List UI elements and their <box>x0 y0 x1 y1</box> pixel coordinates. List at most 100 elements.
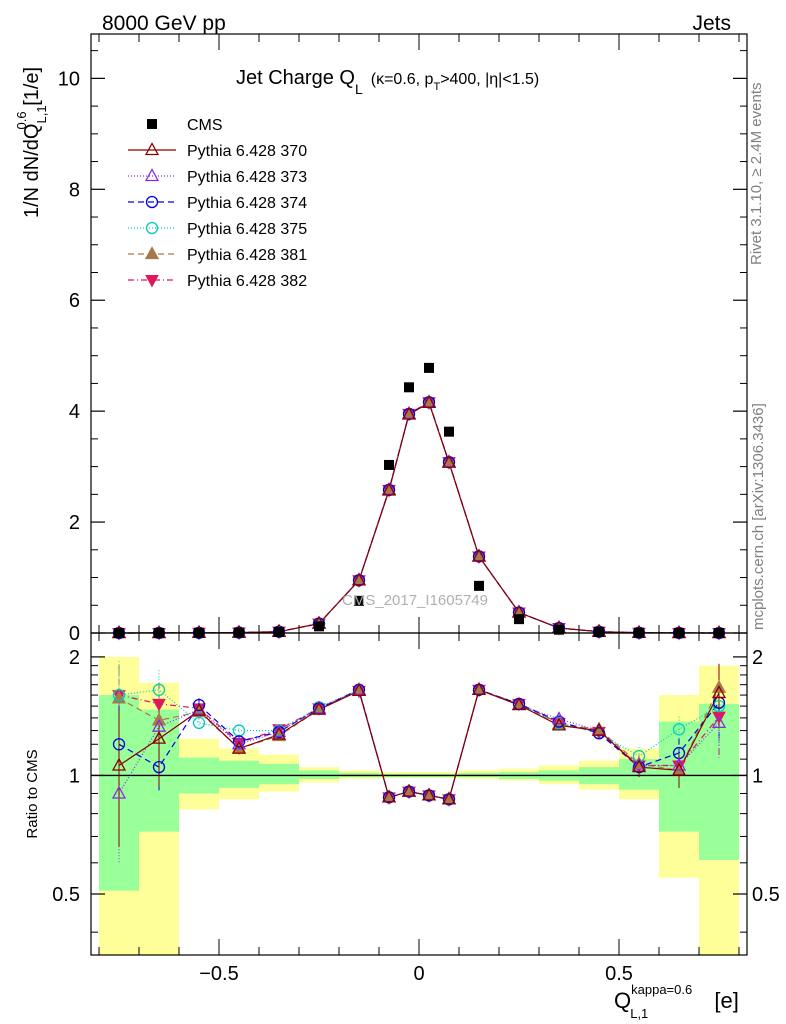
ratio-ylabel: Ratio to CMS <box>24 749 41 838</box>
main-panel: 0 2 4 6 8 10 Jet Charge QL (κ=0.6, pT>400, |η|… <box>14 33 748 645</box>
legend-entry: CMS <box>147 117 223 134</box>
ratio-point-pythia-6-428-373 <box>671 757 687 771</box>
main-y-tick-label: 2 <box>69 512 80 534</box>
legend-label: Pythia 6.428 370 <box>187 143 307 160</box>
ratio-point-pythia-6-428-373 <box>271 724 287 738</box>
main-y-tick-label: 8 <box>69 179 80 201</box>
legend-marker-swatch <box>145 221 159 235</box>
ratio-point-pythia-6-428-375 <box>672 723 686 736</box>
legend-entry: Pythia 6.428 381 <box>128 246 307 264</box>
ratio-y-tick-label-right: 2 <box>752 647 763 669</box>
main-title-detail: (κ=0.6, p <box>371 71 434 88</box>
main-title-text: Jet Charge Q <box>236 67 355 89</box>
ratio-point-pythia-6-428-370 <box>381 789 397 803</box>
ratio-point-pythia-6-428-370 <box>671 762 687 776</box>
mcplots-label: mcplots.cern.ch [arXiv:1306.3436] <box>750 403 767 630</box>
ratio-point-pythia-6-428-370 <box>551 717 567 731</box>
legend-entry: Pythia 6.428 370 <box>128 142 307 160</box>
ratio-point-pythia-6-428-374 <box>232 735 246 748</box>
ratio-line-pythia-6-428-374 <box>118 688 720 800</box>
main-point-pythia-6-428-370 <box>441 454 457 468</box>
ratio-point-pythia-6-428-370 <box>441 791 457 805</box>
legend-entry: Pythia 6.428 373 <box>128 168 307 186</box>
ratio-point-pythia-6-428-374 <box>192 698 206 712</box>
ratio-point-pythia-6-428-370 <box>111 757 127 771</box>
ratio-point-pythia-6-428-373 <box>231 736 247 750</box>
main-y-tick-label: 6 <box>69 290 80 312</box>
legend-label: Pythia 6.428 381 <box>187 247 307 264</box>
ratio-point-pythia-6-428-370 <box>401 783 417 797</box>
ratio-point-pythia-6-428-370 <box>351 682 367 696</box>
main-title-sub: L <box>355 81 363 97</box>
main-point-pythia-6-428-370 <box>471 548 487 562</box>
ratio-point-pythia-6-428-370 <box>191 702 207 716</box>
cms-data-point <box>404 382 414 393</box>
legend-label: Pythia 6.428 382 <box>187 273 307 290</box>
ratio-point-pythia-6-428-375 <box>192 716 206 730</box>
ratio-point-pythia-6-428-373 <box>631 757 647 771</box>
legend-label: Pythia 6.428 375 <box>187 221 307 238</box>
ratio-point-pythia-6-428-375 <box>712 699 726 713</box>
uncertainty-band-green <box>259 763 299 785</box>
header-left: 8000 GeV pp <box>102 12 226 35</box>
cms-data-point <box>424 362 434 373</box>
main-y-tick-label: 0 <box>69 623 80 645</box>
legend-entry: Pythia 6.428 375 <box>128 221 307 238</box>
ratio-point-pythia-6-428-370 <box>311 701 327 715</box>
cms-data-point <box>444 426 454 437</box>
legend-marker-swatch <box>144 142 160 156</box>
main-ylabel-sub: L,1 <box>34 105 49 123</box>
ratio-xlabel-sup: kappa=0.6 <box>631 982 692 997</box>
ratio-y-tick-label: 1 <box>69 765 80 787</box>
header-right: Jets <box>692 12 731 35</box>
main-point-pythia-6-428-370 <box>401 406 417 420</box>
ratio-point-pythia-6-428-370 <box>151 730 167 744</box>
ratio-point-pythia-6-428-370 <box>511 697 527 711</box>
main-y-tick-label: 10 <box>58 68 80 90</box>
cms-data-point <box>514 614 524 625</box>
legend-marker-swatch <box>145 275 159 288</box>
ratio-point-pythia-6-428-374 <box>152 760 166 774</box>
main-point-pythia-6-428-370 <box>381 482 397 496</box>
legend-marker-swatch <box>144 246 160 260</box>
legend-marker-swatch <box>147 119 157 129</box>
ratio-point-pythia-6-428-370 <box>591 722 607 736</box>
legend-entry: Pythia 6.428 374 <box>128 195 307 212</box>
ratio-point-pythia-6-428-373 <box>551 711 567 725</box>
uncertainty-band-green <box>219 760 259 788</box>
ratio-y-tick-label-right: 0.5 <box>752 884 780 906</box>
ratio-point-pythia-6-428-375 <box>152 683 166 696</box>
main-ylabel: 1/N dN/dQL,1 0.6 [1/e] <box>14 67 49 218</box>
ratio-point-pythia-6-428-370 <box>271 726 287 740</box>
ratio-x-tick-label: 0.5 <box>605 963 633 985</box>
analysis-watermark: CMS_2017_I1605749 <box>342 592 488 609</box>
main-y-tick-label: 4 <box>69 401 80 423</box>
uncertainty-band-green <box>299 770 339 779</box>
legend-label: CMS <box>187 117 223 134</box>
ratio-point-pythia-6-428-370 <box>421 787 437 801</box>
ratio-xlabel: Qkappa=0.6 L,1 [e] <box>614 982 739 1021</box>
ratio-point-pythia-6-428-375 <box>112 688 126 702</box>
ratio-y-tick-label: 2 <box>69 647 80 669</box>
cms-data-point <box>594 627 604 638</box>
main-ylabel-sup: 0.6 <box>14 111 29 129</box>
ratio-point-pythia-6-428-374 <box>112 738 126 751</box>
cms-data-point <box>554 624 564 635</box>
ratio-point-pythia-6-428-370 <box>231 740 247 754</box>
rivet-version-label: Rivet 3.1.10, ≥ 2.4M events <box>748 83 765 266</box>
main-title-detail-sub: T <box>433 81 440 93</box>
ratio-x-tick-label: 0 <box>413 963 424 985</box>
main-ylabel-a: 1/N dN/dQ <box>21 124 43 218</box>
legend-marker-swatch <box>145 195 159 209</box>
legend-label: Pythia 6.428 374 <box>187 195 307 212</box>
ratio-y-tick-label: 0.5 <box>52 884 80 906</box>
main-title: Jet Charge QL (κ=0.6, pT>400, |η|<1.5) <box>236 67 539 97</box>
cms-data-point <box>474 580 484 591</box>
cms-data-point <box>314 621 324 632</box>
ratio-point-pythia-6-428-370 <box>631 759 647 773</box>
ratio-point-pythia-6-428-382 <box>152 698 166 712</box>
legend-label: Pythia 6.428 373 <box>187 169 307 186</box>
ratio-point-pythia-6-428-370 <box>711 685 727 699</box>
legend-marker-swatch <box>144 168 160 182</box>
